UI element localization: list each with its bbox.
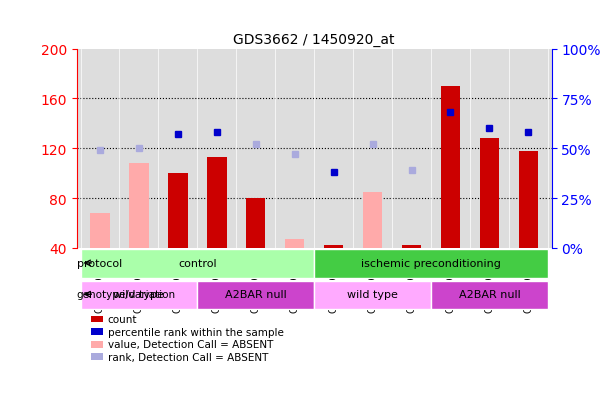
Bar — [91, 354, 103, 360]
Bar — [90, 214, 110, 248]
FancyBboxPatch shape — [314, 281, 431, 309]
Bar — [363, 192, 383, 248]
Text: wild type: wild type — [347, 290, 398, 299]
Text: ischemic preconditioning: ischemic preconditioning — [361, 258, 501, 268]
Bar — [91, 328, 103, 335]
Text: protocol: protocol — [77, 258, 122, 268]
Text: value, Detection Call = ABSENT: value, Detection Call = ABSENT — [107, 339, 273, 349]
Text: A2BAR null: A2BAR null — [225, 290, 287, 299]
Text: wild type: wild type — [113, 290, 164, 299]
FancyBboxPatch shape — [80, 281, 197, 309]
Bar — [441, 87, 460, 248]
Bar — [91, 341, 103, 348]
Bar — [402, 246, 421, 248]
FancyBboxPatch shape — [431, 281, 548, 309]
FancyBboxPatch shape — [314, 250, 548, 278]
Text: percentile rank within the sample: percentile rank within the sample — [107, 327, 283, 337]
Title: GDS3662 / 1450920_at: GDS3662 / 1450920_at — [234, 33, 395, 47]
Bar — [207, 158, 227, 248]
Bar — [324, 246, 343, 248]
Text: A2BAR null: A2BAR null — [459, 290, 520, 299]
Text: genotype/variation: genotype/variation — [77, 290, 176, 299]
Bar — [129, 164, 149, 248]
Text: rank, Detection Call = ABSENT: rank, Detection Call = ABSENT — [107, 352, 268, 362]
FancyBboxPatch shape — [80, 250, 314, 278]
Bar — [285, 240, 305, 248]
Text: control: control — [178, 258, 216, 268]
Text: count: count — [107, 314, 137, 324]
Bar — [519, 152, 538, 248]
Bar — [479, 139, 499, 248]
FancyBboxPatch shape — [197, 281, 314, 309]
Bar — [246, 199, 265, 248]
Bar — [168, 174, 188, 248]
Bar — [91, 316, 103, 323]
